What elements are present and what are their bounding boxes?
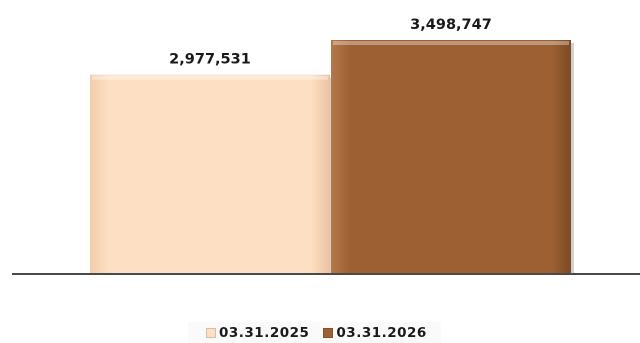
legend-label-2025: 03.31.2025 xyxy=(219,324,310,341)
data-label-2026: 3,498,747 xyxy=(410,17,492,33)
legend-swatch-2025 xyxy=(206,327,216,338)
legend-item-2025: 03.31.2025 xyxy=(206,325,309,341)
data-label-2025: 2,977,531 xyxy=(169,52,251,68)
bar-2025-highlight xyxy=(92,75,328,80)
legend-label-2026: 03.31.2026 xyxy=(336,324,427,341)
legend: 03.31.2025 03.31.2026 xyxy=(188,322,441,343)
legend-swatch-2026 xyxy=(323,327,334,338)
data-labels-layer: 2,977,531 3,498,747 xyxy=(169,17,492,68)
bars-layer xyxy=(90,40,574,274)
bar-2026 xyxy=(331,40,571,273)
bar-2025 xyxy=(90,74,330,274)
bar-2026-highlight xyxy=(333,41,569,45)
legend-item-2026: 03.31.2026 xyxy=(323,325,426,341)
